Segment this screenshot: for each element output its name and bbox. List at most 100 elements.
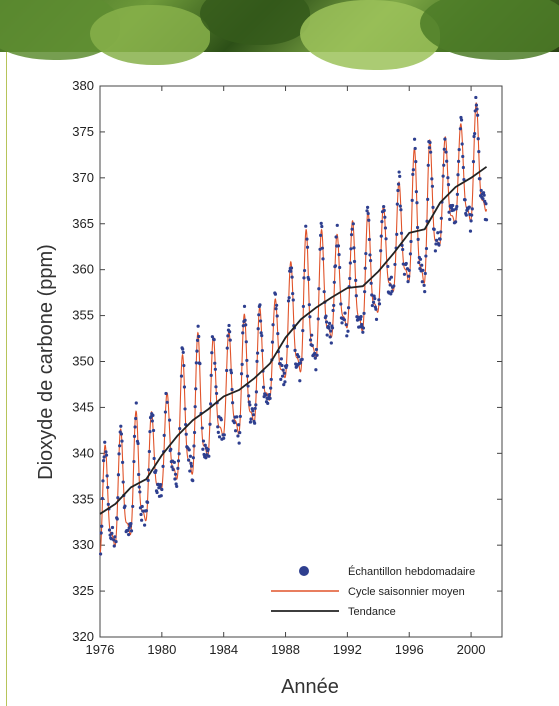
weekly-sample-point <box>126 528 130 533</box>
weekly-sample-point <box>366 211 370 216</box>
weekly-sample-point <box>282 383 286 387</box>
weekly-sample-point <box>231 401 235 405</box>
weekly-sample-point <box>412 137 417 141</box>
weekly-sample-point <box>307 303 311 307</box>
weekly-sample-point <box>163 410 168 414</box>
weekly-sample-point <box>310 343 314 348</box>
weekly-sample-point <box>319 221 323 226</box>
weekly-sample-point <box>286 299 291 303</box>
weekly-sample-point <box>459 118 464 122</box>
weekly-sample-point <box>191 479 195 483</box>
weekly-sample-point <box>188 469 192 473</box>
weekly-sample-point <box>279 377 283 381</box>
weekly-sample-point <box>290 275 294 279</box>
weekly-sample-point <box>407 268 411 272</box>
weekly-sample-point <box>429 150 433 154</box>
weekly-sample-point <box>373 296 377 301</box>
weekly-sample-point <box>368 253 372 257</box>
weekly-sample-point <box>447 210 451 214</box>
weekly-sample-point <box>123 504 127 508</box>
weekly-sample-point <box>289 266 294 270</box>
weekly-sample-point <box>102 455 106 459</box>
weekly-sample-point <box>151 413 155 418</box>
weekly-sample-point <box>181 347 185 351</box>
weekly-sample-point <box>248 403 252 407</box>
weekly-sample-point <box>439 230 443 234</box>
weekly-sample-point <box>449 206 454 210</box>
weekly-sample-point <box>159 494 163 498</box>
weekly-sample-point <box>283 380 287 384</box>
weekly-sample-point <box>298 361 303 365</box>
weekly-sample-point <box>302 276 306 280</box>
weekly-sample-point <box>182 363 186 368</box>
weekly-sample-point <box>203 443 207 447</box>
weekly-sample-point <box>301 304 305 309</box>
weekly-sample-point <box>324 314 328 318</box>
weekly-sample-point <box>459 115 463 120</box>
weekly-sample-point <box>398 174 402 178</box>
trend-line <box>99 166 488 515</box>
weekly-sample-point <box>173 472 178 476</box>
weekly-sample-point <box>104 453 109 457</box>
weekly-sample-point <box>228 330 232 334</box>
weekly-sample-point <box>184 422 188 427</box>
weekly-sample-point <box>217 435 222 439</box>
weekly-sample-point <box>354 294 358 298</box>
leaf-banner-image <box>0 0 559 70</box>
weekly-sample-point <box>320 246 325 250</box>
weekly-sample-point <box>103 440 107 444</box>
weekly-sample-point <box>145 500 150 504</box>
weekly-sample-point <box>197 334 201 339</box>
weekly-sample-point <box>338 265 342 270</box>
weekly-sample-point <box>431 205 435 209</box>
weekly-sample-point <box>377 302 382 306</box>
weekly-sample-point <box>187 448 191 452</box>
weekly-sample-point <box>156 482 160 486</box>
y-axis-title: Dioxyde de carbone (ppm) <box>35 244 57 480</box>
weekly-sample-point <box>200 426 204 430</box>
weekly-sample-point <box>238 414 242 419</box>
weekly-sample-point <box>454 207 458 211</box>
weekly-sample-point <box>313 351 317 356</box>
weekly-sample-point <box>275 303 279 307</box>
weekly-sample-point <box>382 204 386 209</box>
weekly-sample-point <box>389 275 393 279</box>
weekly-sample-point <box>324 320 329 324</box>
weekly-sample-point <box>383 215 387 219</box>
weekly-sample-point <box>315 353 319 357</box>
weekly-sample-point <box>195 349 199 353</box>
weekly-sample-point <box>226 334 230 338</box>
weekly-sample-point <box>126 533 131 537</box>
weekly-sample-point <box>198 362 202 366</box>
weekly-sample-point <box>298 379 302 383</box>
weekly-sample-point <box>279 357 283 361</box>
weekly-sample-point <box>316 317 320 321</box>
weekly-sample-point <box>255 359 259 363</box>
weekly-sample-point <box>471 160 476 164</box>
weekly-sample-point <box>133 425 137 429</box>
weekly-sample-point <box>196 324 200 328</box>
weekly-sample-point <box>321 257 325 261</box>
x-tick-label: 1984 <box>209 642 238 657</box>
weekly-sample-point <box>442 147 446 151</box>
weekly-sample-point <box>340 321 344 325</box>
weekly-sample-point <box>177 452 181 456</box>
weekly-sample-point <box>392 284 396 288</box>
weekly-sample-point <box>432 227 436 231</box>
weekly-sample-point <box>331 308 335 313</box>
weekly-sample-point <box>441 174 445 178</box>
weekly-sample-point <box>414 159 418 164</box>
weekly-sample-point <box>115 517 119 521</box>
weekly-sample-point <box>422 283 426 287</box>
weekly-sample-point <box>244 323 248 327</box>
weekly-sample-point <box>336 244 341 248</box>
weekly-sample-point <box>121 480 125 484</box>
weekly-sample-point <box>141 509 145 513</box>
weekly-sample-point <box>329 341 333 345</box>
weekly-sample-point <box>99 531 103 535</box>
weekly-sample-point <box>232 421 236 425</box>
weekly-sample-point <box>293 348 297 352</box>
weekly-sample-point <box>264 393 268 397</box>
weekly-sample-point <box>460 142 464 146</box>
weekly-sample-point <box>417 260 421 265</box>
